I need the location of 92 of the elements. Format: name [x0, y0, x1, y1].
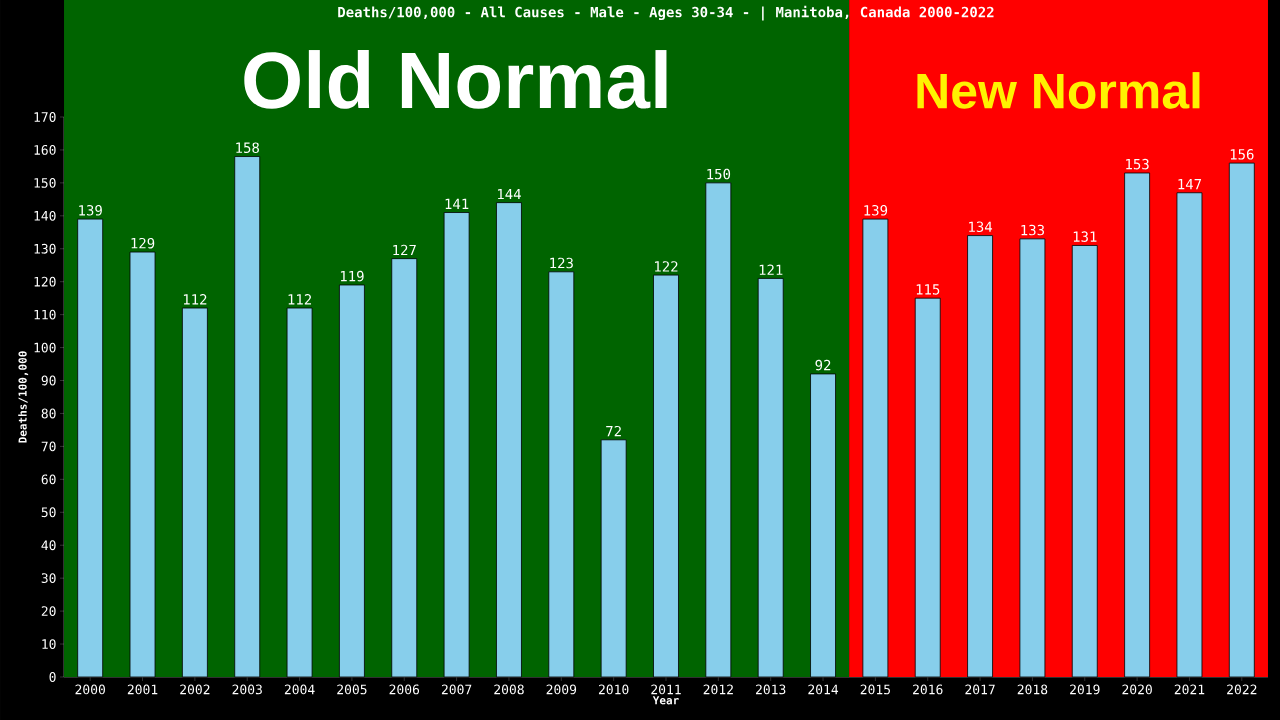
data-label: 115 [916, 284, 940, 295]
bar [600, 439, 627, 678]
band-label: New Normal [917, 72, 1200, 109]
x-tick-label: 2018 [1017, 684, 1048, 695]
data-label: 112 [183, 294, 207, 305]
y-tick-label: 110 [34, 309, 56, 320]
bar [286, 307, 313, 678]
bar [339, 284, 365, 678]
data-label: 134 [969, 221, 993, 233]
data-label: 150 [707, 168, 731, 180]
bar [391, 258, 418, 678]
y-axis-title: Deaths/100,000 [18, 351, 29, 443]
data-label: 156 [1230, 148, 1254, 160]
x-tick-label: 2004 [284, 684, 315, 695]
data-label: 127 [393, 244, 416, 256]
band-label: Old Normal [244, 50, 667, 109]
data-label: 112 [288, 294, 312, 305]
x-tick-label: 2001 [127, 684, 158, 695]
x-axis-title: Year [652, 696, 679, 705]
x-tick-label: 2006 [389, 684, 420, 695]
y-tick-label: 140 [34, 210, 56, 221]
bar [496, 202, 522, 678]
x-tick-label: 2008 [494, 684, 524, 695]
x-tick-label: 2022 [1227, 684, 1257, 695]
y-tick-label: 20 [41, 606, 56, 617]
data-label: 119 [340, 270, 364, 282]
x-tick-label: 2014 [808, 684, 839, 695]
x-tick-label: 2007 [441, 684, 472, 695]
data-label: 129 [131, 237, 155, 249]
data-label: 144 [497, 188, 521, 200]
y-tick-label: 100 [34, 342, 56, 353]
y-tick-label: 160 [34, 145, 56, 155]
bar [1019, 238, 1046, 678]
bar [548, 271, 575, 678]
data-label: 139 [864, 204, 888, 216]
data-label: 153 [1126, 158, 1149, 170]
bar [181, 307, 208, 678]
bar [234, 156, 261, 678]
data-label: 121 [759, 264, 783, 275]
data-label: 123 [550, 257, 573, 269]
y-tick-label: 40 [41, 540, 56, 551]
bar [1228, 162, 1255, 678]
bar [1176, 192, 1203, 678]
chart-title: Deaths/100,000 - All Causes - Male - Ages 30-34 - | Manitoba, Canada 2000-2022 [338, 5, 994, 21]
y-tick-label: 10 [42, 639, 56, 649]
bar [705, 182, 732, 678]
y-tick-label: 80 [41, 408, 56, 419]
y-tick-label: 90 [41, 375, 56, 386]
data-label: 139 [79, 204, 102, 216]
x-tick-label: 2010 [598, 684, 629, 695]
y-tick-label: 120 [34, 276, 56, 287]
bar [862, 218, 889, 678]
data-label: 122 [655, 261, 678, 272]
y-tick-label: 70 [41, 441, 56, 452]
bar [443, 212, 470, 678]
y-tick-label: 130 [34, 243, 56, 254]
y-tick-label: 150 [34, 177, 56, 188]
y-tick-label: 30 [41, 573, 56, 584]
x-tick-label: 2009 [546, 684, 577, 695]
x-tick-label: 2005 [337, 684, 367, 695]
x-tick-label: 2012 [703, 684, 733, 695]
x-tick-label: 2016 [913, 684, 943, 695]
bar [1124, 172, 1151, 678]
y-tick-label: 170 [34, 112, 56, 122]
data-label: 92 [815, 359, 831, 371]
bar [967, 235, 993, 678]
y-tick-label: 50 [41, 507, 56, 518]
x-tick-label: 2000 [75, 684, 105, 695]
x-tick-label: 2013 [756, 684, 786, 695]
data-label: 72 [606, 425, 621, 437]
x-tick-label: 2021 [1174, 684, 1205, 695]
x-tick-label: 2017 [965, 684, 995, 695]
bar [653, 274, 679, 678]
bar [1071, 245, 1098, 678]
bar [757, 278, 784, 678]
bar [77, 218, 104, 678]
y-tick-label: 60 [41, 474, 56, 485]
bar [129, 251, 156, 678]
x-tick-label: 2020 [1122, 684, 1152, 695]
x-tick-label: 2019 [1070, 684, 1100, 695]
bar [810, 373, 836, 678]
data-label: 133 [1021, 224, 1044, 236]
data-label: 131 [1073, 231, 1097, 242]
data-label: 147 [1178, 179, 1202, 190]
bar [914, 297, 941, 678]
y-tick-label: 0 [49, 672, 56, 682]
x-tick-label: 2011 [651, 684, 681, 695]
x-tick-label: 2003 [232, 684, 262, 695]
data-label: 158 [236, 142, 259, 153]
data-label: 141 [445, 198, 469, 209]
x-tick-label: 2002 [180, 684, 210, 695]
x-tick-label: 2015 [860, 684, 890, 695]
